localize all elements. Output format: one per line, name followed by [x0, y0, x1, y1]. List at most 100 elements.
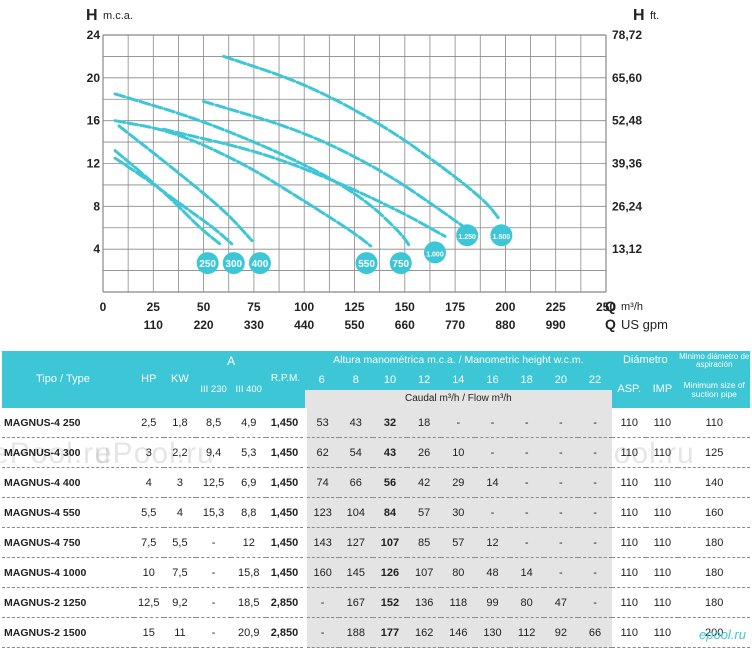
head-value: 53: [302, 408, 339, 438]
kw-value: 11: [163, 617, 196, 648]
model-name: MAGNUS-4 550: [2, 497, 134, 528]
x-tick-label: 175: [445, 300, 465, 314]
model-name: MAGNUS-4 400: [2, 467, 134, 498]
table-row: MAGNUS-2 1250 12,5 9,2-18,5 2,850-167 152 136…: [2, 587, 750, 618]
y-tick-label-right: 26,24: [612, 199, 642, 213]
table-row: MAGNUS-4 1000 10 7,5-15,8 1,450 160 145 126 107…: [2, 557, 750, 588]
asp-value: 110: [612, 617, 647, 648]
hp-value: 2,5: [133, 408, 164, 438]
head-value: 177: [372, 617, 408, 648]
table-row: MAGNUS-4 400 4 3 12,5 6,9 1,450 74 66 56 42 29 14- -…: [2, 467, 750, 498]
head-value: -: [543, 408, 578, 438]
head-value: 99: [475, 587, 510, 618]
header-flow: 6: [304, 371, 339, 390]
amp-400-value: 5,3: [231, 437, 267, 468]
min-suction-value: 180: [678, 557, 750, 588]
x-tick-label: 75: [247, 300, 261, 314]
head-value: -: [577, 467, 613, 498]
hp-value: 15: [133, 617, 164, 648]
head-value: 66: [338, 467, 373, 498]
head-value: 107: [407, 557, 442, 588]
head-value: -: [577, 557, 613, 588]
imp-value: 110: [646, 467, 679, 498]
rpm-value: 1,450: [266, 437, 305, 468]
head-value: 146: [441, 617, 476, 648]
amp-230-value: 15,3: [196, 497, 232, 528]
head-value: 74: [302, 467, 339, 498]
y-axis-title-left: H: [86, 7, 98, 24]
curve-label: 1.000: [426, 251, 444, 258]
head-value: 18: [407, 408, 442, 438]
head-value: -: [543, 557, 578, 588]
head-value: 188: [338, 617, 373, 648]
head-value: 47: [543, 587, 578, 618]
head-value: 14: [509, 557, 544, 588]
head-value: -: [543, 527, 578, 558]
hp-value: 7,5: [133, 527, 164, 558]
head-value: -: [475, 497, 510, 528]
head-value: 167: [338, 587, 373, 618]
x-tick-label: 50: [197, 300, 211, 314]
min-suction-value: 160: [678, 497, 750, 528]
y-tick-label: 8: [93, 199, 100, 213]
kw-value: 4: [163, 497, 196, 528]
y-tick-label: 4: [93, 242, 100, 256]
imp-value: 110: [646, 408, 679, 438]
x-tick-label-secondary: 220: [194, 318, 214, 332]
model-name: MAGNUS-2 1250: [2, 587, 134, 618]
head-value: 123: [302, 497, 339, 528]
head-value: 26: [407, 437, 442, 468]
header-diametro: Diámetro: [612, 351, 679, 371]
head-value: -: [302, 617, 339, 648]
y-tick-label-right: 13,12: [612, 242, 642, 256]
head-value: -: [543, 467, 578, 498]
head-value: -: [302, 587, 339, 618]
curve-400: [117, 124, 254, 243]
min-suction-value: 140: [678, 467, 750, 498]
y-tick-label-right: 39,36: [612, 157, 642, 171]
min-suction-value: 110: [678, 408, 750, 438]
spec-table: Tipo / Type HP KW A R.P.M. Altura manomé…: [2, 351, 750, 648]
header-imp: IMP: [646, 371, 679, 408]
table-row: MAGNUS-4 300 3 2,2 9,4 5,3 1,450 62 54 43 26 10- - -…: [2, 437, 750, 468]
hp-value: 12,5: [133, 587, 164, 618]
head-value: -: [543, 497, 578, 528]
amp-230-value: 12,5: [196, 467, 232, 498]
rpm-value: 1,450: [266, 467, 305, 498]
asp-value: 110: [612, 437, 647, 468]
amp-230-value: 9,4: [196, 437, 232, 468]
rpm-value: 1,450: [266, 408, 305, 438]
amp-400-value: 4,9: [231, 408, 267, 438]
min-suction-value: 180: [678, 527, 750, 558]
head-value: -: [509, 408, 544, 438]
model-name: MAGNUS-4 1000: [2, 557, 134, 588]
y-tick-label: 20: [87, 71, 101, 85]
spec-table-body: MAGNUS-4 250 2,5 1,8 8,5 4,9 1,450 53 43 32 18- - -…: [2, 408, 750, 648]
x-tick-label: 100: [294, 300, 314, 314]
pump-curves: 250 300 400 550 750 1.000 1.250 1.500: [113, 54, 513, 275]
head-value: 126: [372, 557, 408, 588]
head-value: 162: [407, 617, 442, 648]
hp-value: 3: [133, 437, 164, 468]
header-rpm: R.P.M.: [266, 351, 305, 408]
header-kw: KW: [163, 351, 196, 408]
x-axis-title-secondary: Q: [605, 316, 616, 332]
rpm-value: 1,450: [266, 527, 305, 558]
y-tick-label-right: 65,60: [612, 71, 642, 85]
y-axis-title-right: H: [633, 7, 645, 24]
kw-value: 5,5: [163, 527, 196, 558]
head-value: 104: [338, 497, 373, 528]
asp-value: 110: [612, 497, 647, 528]
head-value: -: [577, 437, 613, 468]
rpm-value: 2,850: [266, 587, 305, 618]
amp-230-value: -: [196, 587, 232, 618]
head-value: 57: [441, 527, 476, 558]
header-min-size: Minimum size of suction pipe: [678, 371, 750, 408]
y-tick-label: 16: [87, 114, 101, 128]
x-tick-label: 125: [344, 300, 364, 314]
amp-400-value: 12: [231, 527, 267, 558]
curve-label-badge: [196, 252, 219, 275]
kw-value: 3: [163, 467, 196, 498]
model-name: MAGNUS-2 1500: [2, 617, 134, 648]
curve-label-badge: [248, 252, 271, 275]
